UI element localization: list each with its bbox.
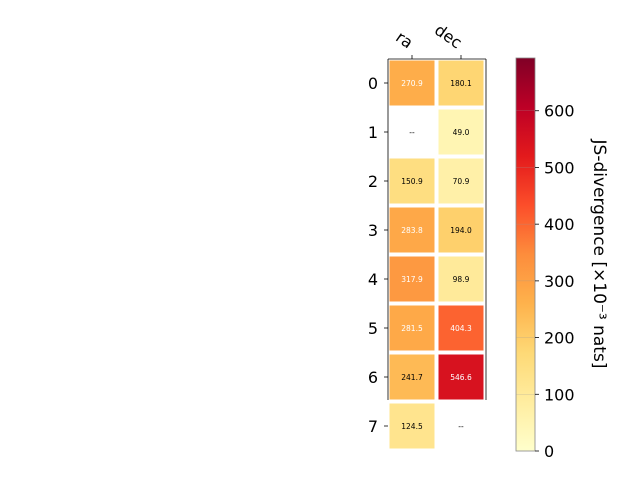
- heatmap-cell: [438, 354, 484, 400]
- cell-value-label: 150.9: [401, 177, 423, 186]
- column-tick-label: ra: [392, 27, 416, 52]
- cell-value-label: 546.6: [450, 373, 472, 382]
- heatmap-cell: [438, 256, 484, 302]
- colorbar-tick-label: 200: [544, 329, 575, 348]
- cell-value-label: 317.9: [401, 275, 423, 284]
- colorbar-label: JS-divergence [×10⁻³ nats]: [589, 139, 609, 369]
- heatmap-cell: [389, 158, 435, 204]
- row-tick-label: 0: [368, 74, 378, 93]
- cell-value-label: 49.0: [453, 128, 470, 137]
- cell-value-label: 241.7: [401, 373, 423, 382]
- row-tick-label: 7: [368, 417, 378, 436]
- row-tick-label: 1: [368, 123, 378, 142]
- heatmap-cell: [438, 158, 484, 204]
- column-tick-labels: ra dec: [392, 20, 466, 59]
- heatmap-cell: [438, 305, 484, 351]
- cell-value-label: --: [409, 128, 415, 137]
- cell-value-label: --: [458, 422, 464, 431]
- heatmap-cell: [389, 305, 435, 351]
- heatmap-cell: [389, 403, 435, 449]
- colorbar-tick-label: 300: [544, 272, 575, 291]
- heatmap-cell: [389, 60, 435, 106]
- cell-value-label: 70.9: [453, 177, 470, 186]
- heatmap-frame: [387, 58, 487, 400]
- colorbar-gradient: [515, 57, 536, 452]
- cell-value-label: 281.5: [401, 324, 423, 333]
- row-tick-label: 4: [368, 270, 378, 289]
- cell-value-label: 98.9: [453, 275, 470, 284]
- colorbar-tick-label: 500: [544, 158, 575, 177]
- heatmap-cell: [438, 60, 484, 106]
- heatmap-cell: [438, 109, 484, 155]
- cell-value-label: 194.0: [450, 226, 472, 235]
- cell-value-label: 180.1: [450, 79, 472, 88]
- heatmap-cell: [389, 354, 435, 400]
- colorbar-ticks: 0 100 200 300 400 500 600: [516, 102, 575, 461]
- row-tick-label: 2: [368, 172, 378, 191]
- cell-value-label: 283.8: [401, 226, 423, 235]
- row-tick-label: 3: [368, 221, 378, 240]
- colorbar-tick-label: 400: [544, 215, 575, 234]
- colorbar-tick-label: 600: [544, 102, 575, 121]
- cell-value-label: 404.3: [450, 324, 472, 333]
- heatmap-cell: [438, 207, 484, 253]
- heatmap-cell: [389, 207, 435, 253]
- colorbar-tick-label: 0: [544, 442, 554, 461]
- colorbar-tick-label: 100: [544, 385, 575, 404]
- column-tick-label: dec: [431, 20, 465, 52]
- cell-value-label: 124.5: [401, 422, 423, 431]
- cell-value-label: 270.9: [401, 79, 423, 88]
- heatmap-cells: 270.9 180.1 -- 49.0 150.9 70.9 283.8 194.0 317.9…: [389, 60, 484, 449]
- row-tick-label: 6: [368, 368, 378, 387]
- row-tick-labels: 0 1 2 3 4 5 6 7: [368, 74, 388, 436]
- heatmap-cell: [389, 256, 435, 302]
- colorbar: 0 100 200 300 400 500 600 JS-divergence [×10⁻³…: [515, 57, 609, 461]
- row-tick-label: 5: [368, 319, 378, 338]
